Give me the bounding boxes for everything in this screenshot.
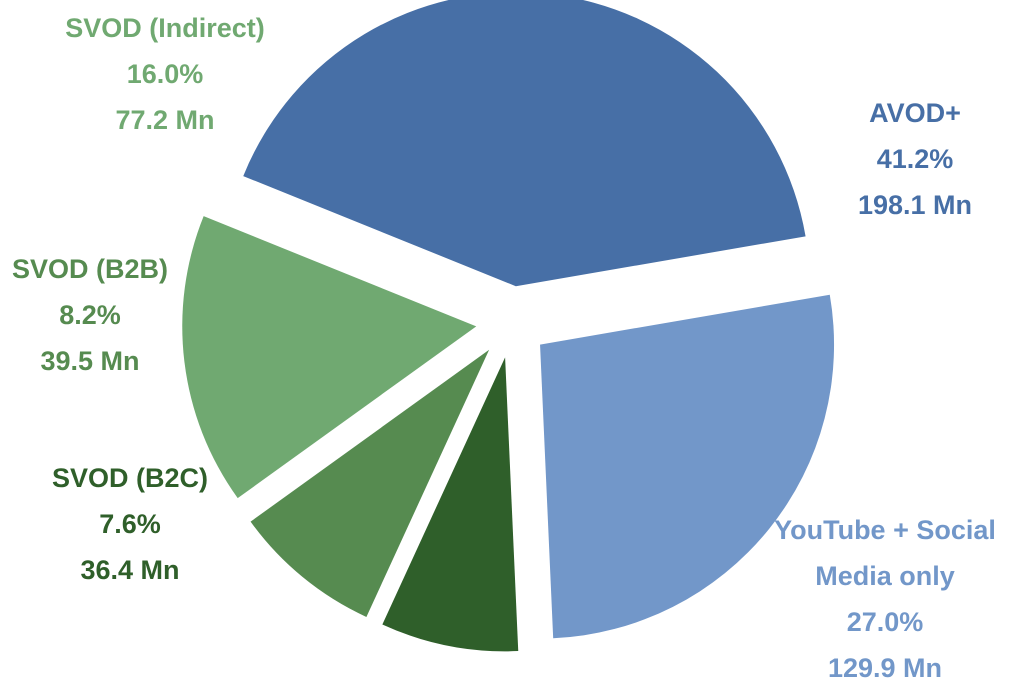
label-value: 36.4 Mn	[80, 555, 180, 585]
pie-slice-avod	[243, 0, 806, 287]
label-percent: 41.2%	[876, 144, 954, 174]
label-value: 129.9 Mn	[827, 653, 943, 683]
label-youtube-social: YouTube + Social Media only 27.0% 129.9 …	[750, 507, 1020, 691]
pie-slice-svod-b2b	[250, 349, 490, 617]
label-percent: 16.0%	[126, 59, 204, 89]
label-svod-indirect: SVOD (Indirect) 16.0% 77.2 Mn	[40, 5, 290, 143]
pie-slice-youtube-social-media-only	[540, 294, 835, 639]
label-percent: 27.0%	[846, 607, 924, 637]
label-name-line: SVOD (B2C)	[51, 463, 208, 493]
label-name-line: AVOD+	[869, 98, 961, 128]
label-percent: 7.6%	[99, 509, 161, 539]
label-name-line: Media only	[815, 561, 955, 591]
pie-slice-svod-b2c	[382, 357, 519, 652]
pie-slice-svod-indirect	[182, 216, 477, 499]
label-svod-b2c: SVOD (B2C) 7.6% 36.4 Mn	[30, 455, 230, 593]
label-svod-b2b: SVOD (B2B) 8.2% 39.5 Mn	[0, 246, 180, 384]
label-name-line: SVOD (B2B)	[11, 254, 168, 284]
label-avod-plus: AVOD+ 41.2% 198.1 Mn	[830, 90, 1000, 228]
label-value: 39.5 Mn	[40, 346, 140, 376]
label-value: 198.1 Mn	[857, 190, 973, 220]
label-percent: 8.2%	[59, 300, 121, 330]
label-name-line: YouTube + Social	[774, 515, 996, 545]
label-value: 77.2 Mn	[115, 105, 215, 135]
label-name-line: SVOD (Indirect)	[65, 13, 265, 43]
